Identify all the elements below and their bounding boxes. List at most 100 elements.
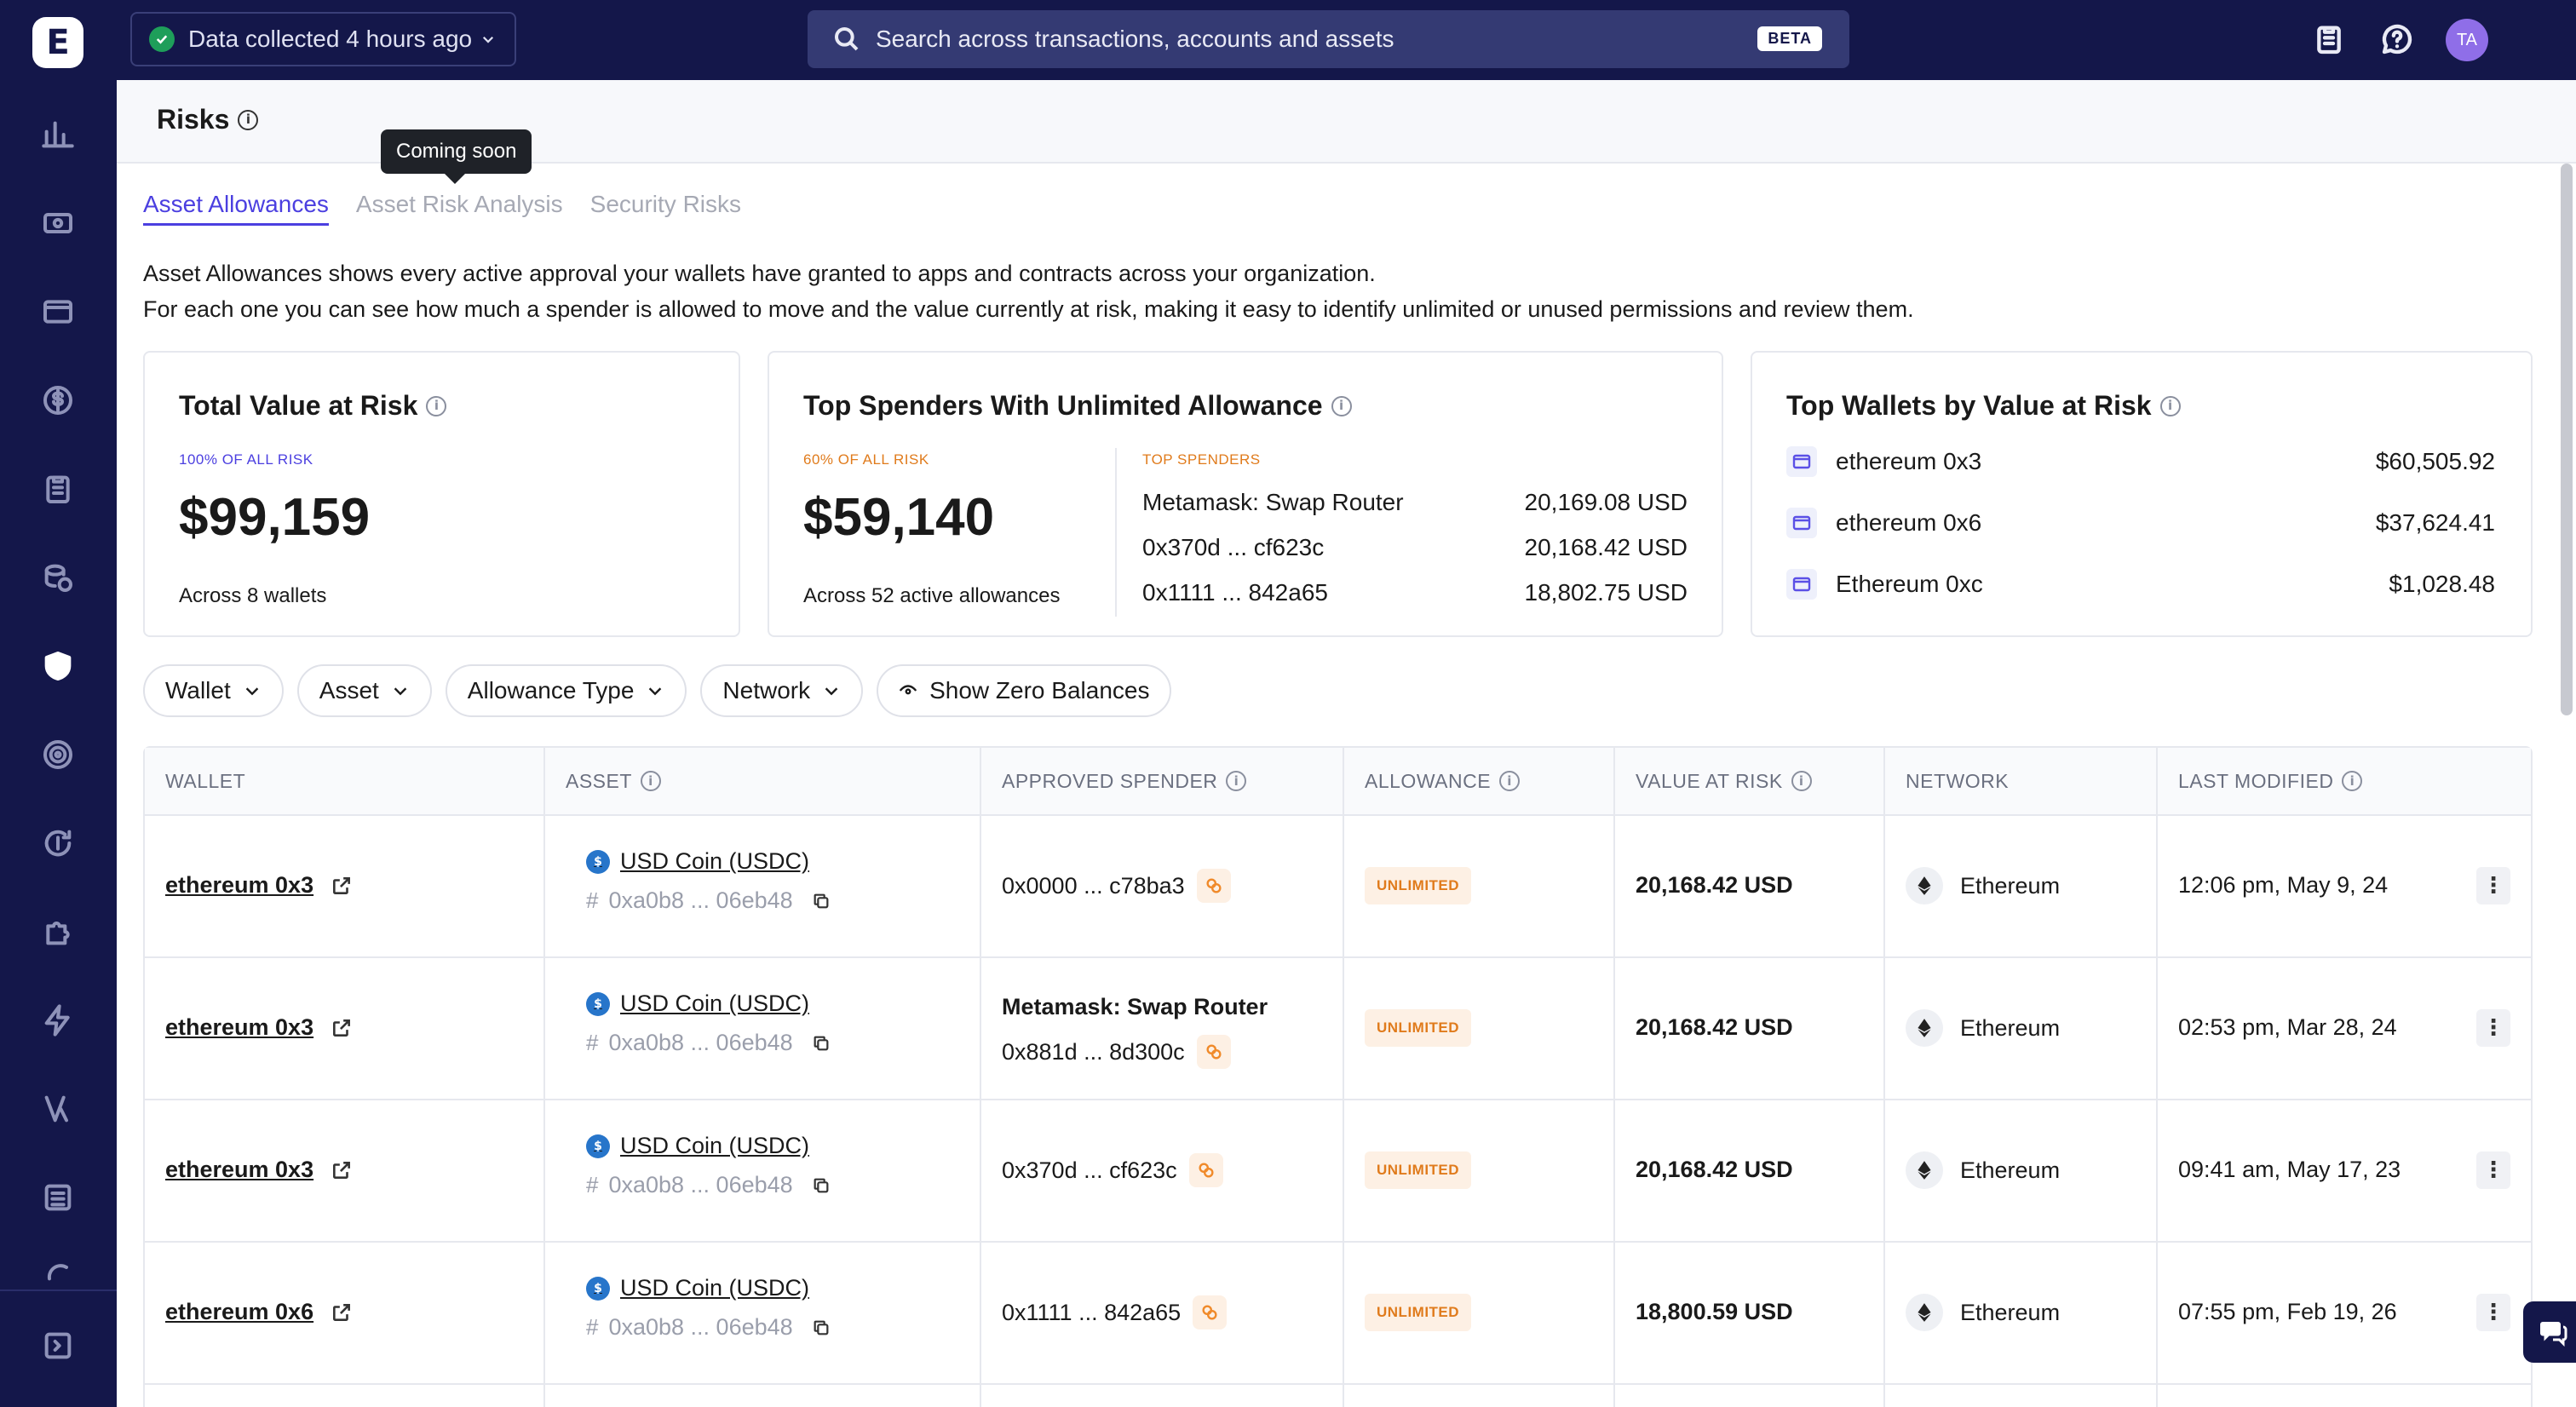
folder-icon[interactable] xyxy=(36,290,80,334)
description-line: Asset Allowances shows every active appr… xyxy=(143,261,1376,286)
wallet-link[interactable]: ethereum 0x3 xyxy=(165,1014,353,1041)
list-icon[interactable] xyxy=(36,1175,80,1220)
wallet-row[interactable]: ethereum 0x3 $60,505.92 xyxy=(1786,446,2495,477)
copy-icon[interactable] xyxy=(812,1034,831,1053)
info-icon[interactable]: i xyxy=(1331,395,1352,416)
show-zero-balances-toggle[interactable]: Show Zero Balances xyxy=(877,664,1172,717)
column-header-asset[interactable]: ASSET i xyxy=(545,748,981,814)
table-row[interactable]: ethereum 0x3 $ USD Coin (USDC) #0xa0b8 ..… xyxy=(145,1099,2531,1241)
copy-icon[interactable] xyxy=(812,1318,831,1337)
asset-link[interactable]: $ USD Coin (USDC) xyxy=(586,1133,809,1159)
coins-icon[interactable] xyxy=(1188,1153,1223,1187)
info-icon[interactable]: i xyxy=(1499,771,1521,791)
tab-asset-allowances[interactable]: Asset Allowances xyxy=(143,191,329,226)
page-scrollbar[interactable] xyxy=(2561,164,2573,715)
data-status-dropdown[interactable]: Data collected 4 hours ago xyxy=(130,12,516,66)
column-header-spender[interactable]: APPROVED SPENDER i xyxy=(981,748,1344,814)
global-search-input[interactable]: Search across transactions, accounts and… xyxy=(808,10,1849,68)
wallet-filter[interactable]: Wallet xyxy=(143,664,284,717)
info-icon[interactable]: i xyxy=(2159,395,2181,416)
wallet-link[interactable]: ethereum 0x3 xyxy=(165,1157,353,1183)
column-header-value-at-risk[interactable]: VALUE AT RISK i xyxy=(1615,748,1885,814)
partial-icon[interactable] xyxy=(36,1250,80,1284)
info-icon[interactable]: i xyxy=(1791,771,1812,791)
copy-icon[interactable] xyxy=(812,1176,831,1195)
spender-address: 0x0000 ... c78ba3 xyxy=(1002,869,1231,903)
lightning-icon[interactable] xyxy=(36,998,80,1042)
help-icon[interactable] xyxy=(2377,19,2418,60)
table-row[interactable]: ethereum 0x3 $ USD Coin (USDC) #0xa0b8 ..… xyxy=(145,814,2531,956)
spender-address: 0x370d ... cf623c xyxy=(1002,1153,1223,1187)
user-avatar[interactable]: TA xyxy=(2446,19,2488,61)
expand-icon[interactable] xyxy=(36,1324,80,1368)
coins-icon[interactable] xyxy=(1193,1295,1228,1329)
spender-address: 0x881d ... 8d300c xyxy=(1002,1035,1231,1069)
info-icon[interactable]: i xyxy=(238,109,259,130)
clipboard-icon[interactable] xyxy=(36,467,80,511)
coming-soon-tooltip: Coming soon xyxy=(381,129,532,184)
allowance-badge: UNLIMITED xyxy=(1365,867,1472,904)
info-icon[interactable]: i xyxy=(640,771,661,791)
wallet-link[interactable]: ethereum 0x3 xyxy=(165,872,353,899)
table-row[interactable]: ethereum 0x6 $ USD Coin (USDC) #0xa0b8 ..… xyxy=(145,1241,2531,1383)
dollar-icon[interactable] xyxy=(36,378,80,422)
allowance-type-filter[interactable]: Allowance Type xyxy=(445,664,687,717)
sidebar: E xyxy=(0,0,117,1407)
wallet-row[interactable]: ethereum 0x6 $37,624.41 xyxy=(1786,508,2495,538)
puzzle-icon[interactable] xyxy=(36,910,80,954)
target-icon[interactable] xyxy=(36,732,80,777)
app-logo[interactable]: E xyxy=(32,17,83,68)
column-header-network[interactable]: NETWORK xyxy=(1885,748,2158,814)
tab-asset-risk-analysis[interactable]: Asset Risk Analysis xyxy=(355,191,563,217)
chat-support-icon[interactable] xyxy=(2523,1301,2576,1363)
external-link-icon[interactable] xyxy=(331,1159,353,1181)
info-icon[interactable]: i xyxy=(2342,771,2363,791)
wallet-link[interactable]: ethereum 0x6 xyxy=(165,1299,353,1325)
v-logo-icon[interactable] xyxy=(36,1087,80,1131)
spender-row[interactable]: 0x370d ... cf623c 20,168.42 USD xyxy=(1142,534,1688,560)
wallet-cash-icon[interactable] xyxy=(36,201,80,245)
info-icon[interactable]: i xyxy=(1226,771,1247,791)
allowances-table: WALLET ASSET i APPROVED SPENDER i ALLOWANC… xyxy=(143,746,2533,1407)
network-filter[interactable]: Network xyxy=(700,664,864,717)
value-at-risk: 20,168.42 USD xyxy=(1636,872,1793,898)
spender-name: Metamask: Swap Router xyxy=(1002,994,1268,1019)
more-actions-icon[interactable]: ⋮ xyxy=(2476,1294,2510,1331)
coins-icon[interactable] xyxy=(1196,1035,1231,1069)
beta-badge: BETA xyxy=(1757,26,1822,51)
tab-security-risks[interactable]: Security Risks xyxy=(589,191,742,217)
asset-link[interactable]: $ USD Coin (USDC) xyxy=(586,991,809,1017)
shield-icon[interactable] xyxy=(36,644,80,688)
allowance-badge: UNLIMITED xyxy=(1365,1009,1472,1047)
external-link-icon[interactable] xyxy=(331,1017,353,1039)
asset-filter[interactable]: Asset xyxy=(296,664,432,717)
copy-icon[interactable] xyxy=(812,892,831,910)
more-actions-icon[interactable]: ⋮ xyxy=(2476,867,2510,904)
top-spenders-label: TOP SPENDERS xyxy=(1142,451,1261,468)
more-actions-icon[interactable]: ⋮ xyxy=(2476,1151,2510,1189)
clipboard-icon[interactable] xyxy=(2309,19,2349,60)
table-row[interactable]: ethereum 0x3 $ USD Coin (USDC) #0xa0b8 ..… xyxy=(145,956,2531,1099)
coins-icon[interactable] xyxy=(1196,869,1231,903)
usdc-icon: $ xyxy=(586,991,610,1016)
column-header-allowance[interactable]: ALLOWANCE i xyxy=(1344,748,1615,814)
external-link-icon[interactable] xyxy=(331,875,353,897)
coins-info-icon[interactable] xyxy=(36,555,80,600)
info-icon[interactable]: i xyxy=(426,395,447,416)
asset-link[interactable]: $ USD Coin (USDC) xyxy=(586,1275,809,1301)
chart-icon[interactable] xyxy=(36,112,80,157)
column-header-wallet[interactable]: WALLET xyxy=(145,748,545,814)
asset-link[interactable]: $ USD Coin (USDC) xyxy=(586,848,809,875)
refresh-dollar-icon[interactable] xyxy=(36,821,80,865)
sidebar-divider xyxy=(0,1289,117,1291)
more-actions-icon[interactable]: ⋮ xyxy=(2476,1009,2510,1047)
card-subtext: Across 8 wallets xyxy=(179,584,327,607)
wallet-row[interactable]: Ethereum 0xc $1,028.48 xyxy=(1786,569,2495,600)
last-modified: 09:41 am, May 17, 23 xyxy=(2178,1157,2401,1182)
card-title: Top Spenders With Unlimited Allowance i xyxy=(803,390,1352,422)
table-row[interactable] xyxy=(145,1383,2531,1407)
spender-row[interactable]: Metamask: Swap Router 20,169.08 USD xyxy=(1142,489,1688,515)
spender-row[interactable]: 0x1111 ... 842a65 18,802.75 USD xyxy=(1142,579,1688,606)
external-link-icon[interactable] xyxy=(331,1301,353,1324)
column-header-last-modified[interactable]: LAST MODIFIED i xyxy=(2158,748,2531,814)
